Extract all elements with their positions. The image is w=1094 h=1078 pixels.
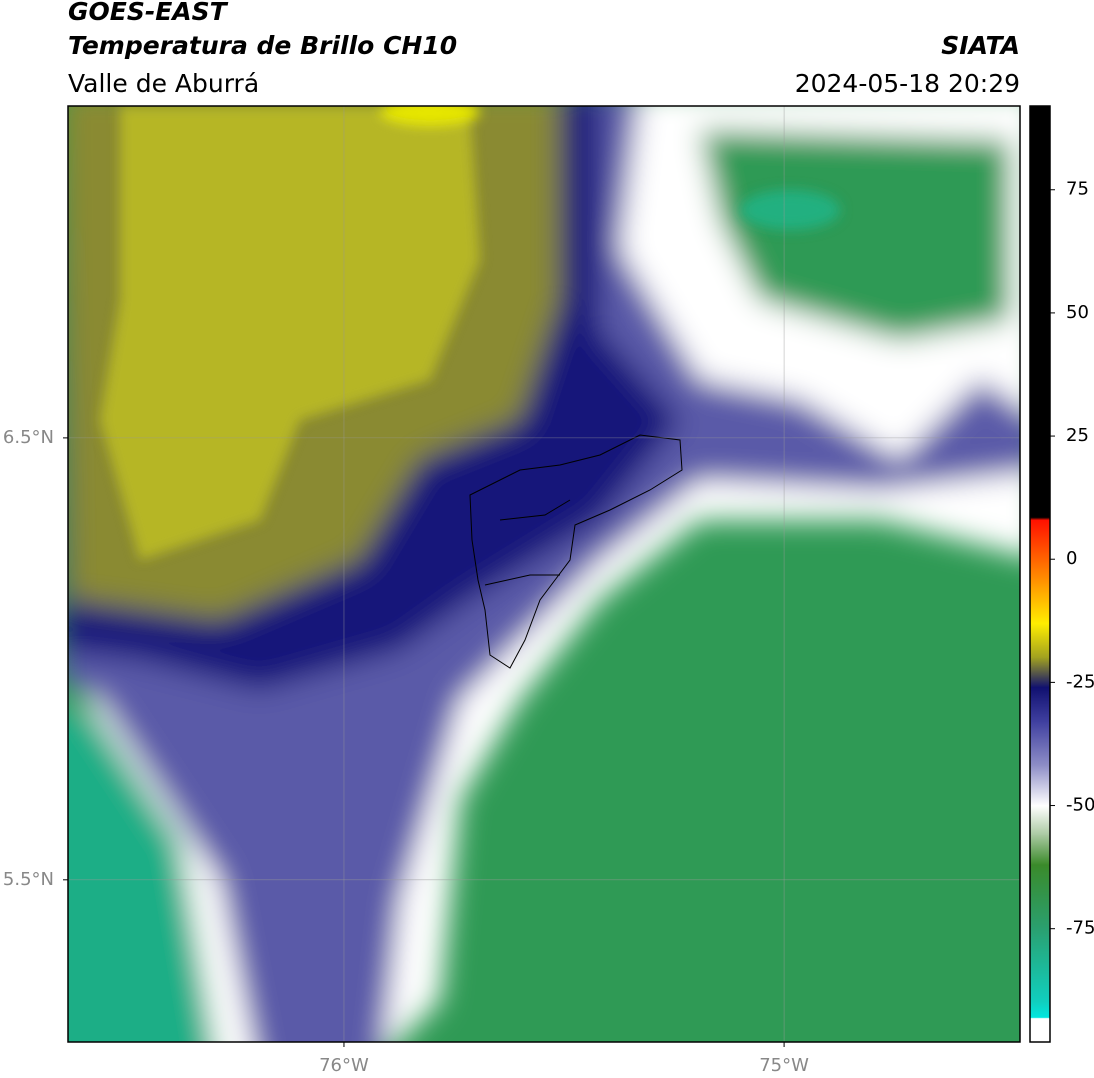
map-frame — [67, 105, 1021, 1043]
colorbar-segment — [1030, 583, 1050, 624]
colorbar-segment — [1030, 106, 1050, 518]
colorbar-segment — [1030, 1018, 1050, 1043]
x-tick-label: 75°W — [759, 1055, 809, 1076]
colorbar-frame — [1029, 105, 1051, 1043]
cloud-field — [700, 130, 1010, 340]
colorbar-segment — [1030, 928, 1050, 1004]
colorbar-segment — [1030, 517, 1050, 521]
colorbar-segment — [1030, 1017, 1050, 1019]
colorbar-tick-label: -50 — [1066, 795, 1094, 816]
colorbar-segment — [1030, 766, 1050, 807]
colorbar-segment — [1030, 721, 1050, 767]
cloud-field — [100, 106, 480, 560]
colorbar-tick-label: 0 — [1066, 548, 1077, 569]
colorbar-segment — [1030, 519, 1050, 585]
colorbar-segment — [1030, 687, 1050, 723]
colorbar-segment — [1030, 623, 1050, 659]
source: SIATA — [941, 31, 1020, 60]
region: Valle de Aburrá — [68, 69, 259, 98]
cloud-field — [380, 106, 480, 126]
colorbar-tick-label: 25 — [1066, 425, 1089, 446]
colorbar-segment — [1030, 657, 1050, 688]
colorbar-segment — [1030, 864, 1050, 930]
cloud-field — [740, 190, 840, 230]
colorbar-tick-label: 50 — [1066, 302, 1089, 323]
colorbar-tick-label: -25 — [1066, 671, 1094, 692]
colorbar-segment — [1030, 835, 1050, 866]
subtitle: Temperatura de Brillo CH10 — [68, 31, 457, 60]
municipal-boundaries — [469, 434, 683, 669]
colorbar-segment — [1030, 805, 1050, 836]
timestamp: 2024-05-18 20:29 — [795, 69, 1020, 98]
title: GOES-EAST — [68, 0, 229, 26]
colorbar-tick-label: 75 — [1066, 179, 1089, 200]
y-tick-label: 5.5°N — [3, 869, 54, 890]
colorbar-tick-label: -75 — [1066, 918, 1094, 939]
y-tick-label: 6.5°N — [3, 427, 54, 448]
x-tick-label: 76°W — [319, 1055, 369, 1076]
colorbar-segment — [1030, 1002, 1050, 1018]
satellite-image — [68, 106, 1020, 1042]
